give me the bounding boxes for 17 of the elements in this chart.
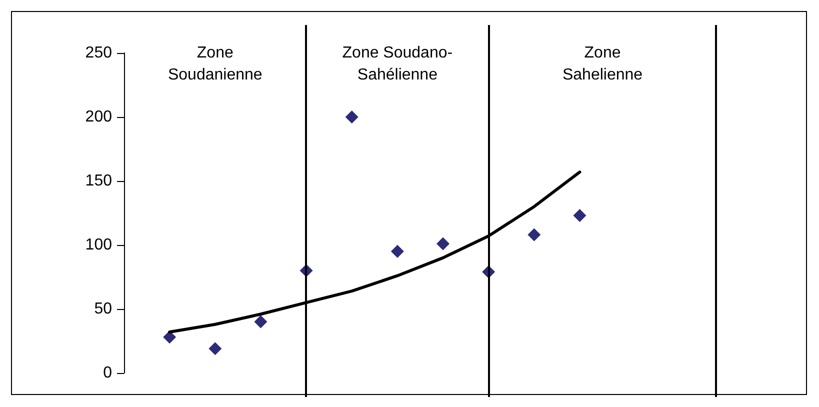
annotation: Zone Sahelienne: [562, 44, 643, 84]
y-tick-label: 150: [85, 172, 112, 190]
point: [163, 330, 176, 344]
point: [528, 228, 541, 242]
y-tick-label: 250: [85, 44, 112, 62]
point: [436, 237, 450, 250]
y-tick-label: 0: [103, 364, 112, 382]
annotation: Zone Soudanienne: [168, 44, 262, 84]
point: [390, 244, 404, 258]
y-tick-label: 200: [85, 108, 112, 126]
point: [573, 209, 586, 222]
annotation: Zone Soudano- Sahélienne: [342, 44, 453, 84]
point: [208, 342, 222, 356]
y-tick-label: 100: [85, 236, 112, 254]
point: [254, 315, 268, 328]
point: [345, 110, 358, 124]
y-tick-label: 50: [94, 300, 112, 318]
